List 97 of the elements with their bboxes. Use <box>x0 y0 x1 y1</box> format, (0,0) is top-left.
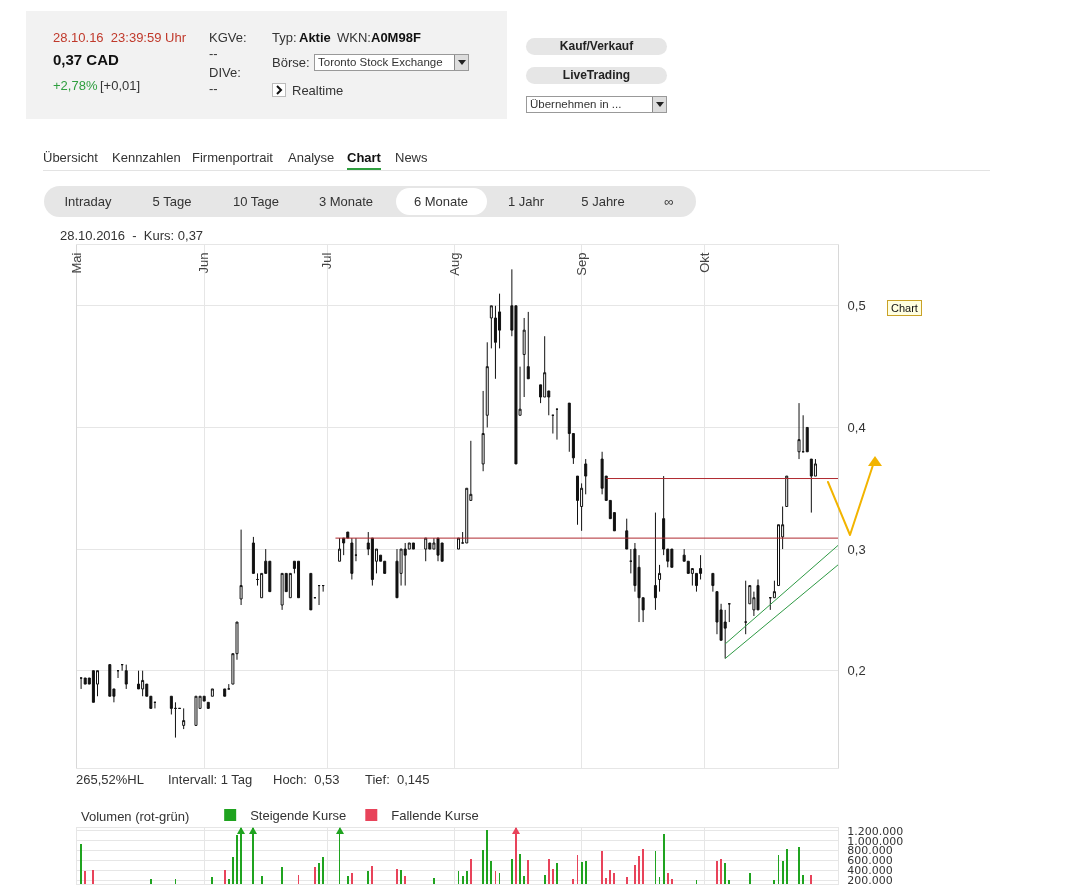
candlestick <box>342 537 346 556</box>
candlestick <box>424 537 428 562</box>
text: Kennzahlen <box>112 150 181 165</box>
candlestick <box>670 548 674 568</box>
text: 5 Tage <box>152 194 192 209</box>
candlestick <box>522 317 526 398</box>
candlestick <box>411 542 415 550</box>
candlestick <box>809 458 813 514</box>
candlestick <box>551 414 555 435</box>
candlestick <box>772 580 776 599</box>
x-tick-label: Jun <box>196 252 212 274</box>
text: 5 Jahre <box>581 194 625 209</box>
candlestick <box>141 670 145 697</box>
candlestick <box>485 341 489 428</box>
text: +2,78% <box>53 78 98 93</box>
text: WKN: <box>337 30 371 45</box>
text: Börse: <box>272 55 310 70</box>
y-tick-label: 0,4 <box>847 419 866 435</box>
candlestick <box>436 537 440 562</box>
candlestick <box>768 597 772 611</box>
y-tick-label: 1.200.000 <box>847 824 904 838</box>
text: 10 Tage <box>232 194 280 209</box>
text: 265,52%HL <box>76 772 144 787</box>
x-tick-label: Jul <box>319 252 335 270</box>
chart-title: 28.10.2016 - Kurs: 0,37 <box>60 228 204 243</box>
text: Typ: <box>272 30 297 45</box>
candlestick <box>79 677 83 690</box>
text: Chart <box>347 150 381 165</box>
candlestick <box>395 548 399 599</box>
text: Tief: 0,145 <box>365 772 430 787</box>
x-tick-label: Okt <box>696 252 712 273</box>
text: LiveTrading <box>526 67 667 84</box>
text: [+0,01] <box>100 78 141 93</box>
candlestick <box>658 564 662 593</box>
candlestick <box>83 677 87 685</box>
x-tick-label: Mai <box>69 252 85 274</box>
text: Analyse <box>288 150 335 165</box>
candlestick <box>251 536 255 574</box>
candlestick <box>309 572 313 611</box>
text: Kauf/Verkauf <box>526 38 667 55</box>
candlestick <box>727 603 731 623</box>
y-tick-label: 0,3 <box>847 541 866 557</box>
legend-label: Fallende Kurse <box>391 808 479 824</box>
text: KGVe: <box>209 30 247 45</box>
candlestick <box>194 695 198 726</box>
candlestick <box>297 560 301 599</box>
candlestick <box>805 426 809 453</box>
candlestick <box>223 688 227 697</box>
candlestick <box>440 542 444 562</box>
text: Toronto Stock Exchange <box>318 55 443 70</box>
x-tick-label: Sep <box>573 252 589 276</box>
candlestick <box>288 572 292 599</box>
text: Übernehmen in ... <box>530 97 622 112</box>
text: 6 Monate <box>413 194 469 209</box>
candlestick <box>797 402 801 460</box>
text: Chart <box>887 300 922 316</box>
text: Realtime <box>292 83 344 98</box>
candlestick <box>91 670 95 703</box>
candlestick <box>403 542 407 587</box>
candlestick <box>182 707 186 730</box>
y-tick-label: 200.000 <box>847 873 893 887</box>
text: Firmenportrait <box>192 150 273 165</box>
candlestick <box>280 572 284 611</box>
text: 3 Monate <box>318 194 374 209</box>
candlestick <box>120 664 124 672</box>
text: 0,37 CAD <box>53 51 119 68</box>
y-tick-label: 0,2 <box>847 663 866 679</box>
text: -- <box>209 46 218 61</box>
candlestick <box>350 537 354 580</box>
candlestick <box>584 458 588 495</box>
text: Übersicht <box>43 150 98 165</box>
text: Hoch: 0,53 <box>273 772 340 787</box>
text: -- <box>209 81 218 96</box>
legend-label: Steigende Kurse <box>250 808 347 824</box>
candlestick <box>653 512 657 611</box>
text: DIVe: <box>209 65 241 80</box>
candlestick <box>785 475 789 507</box>
text: A0M98F <box>371 30 421 45</box>
candlestick <box>210 688 214 697</box>
candlestick <box>481 390 485 472</box>
text: 1 Jahr <box>507 194 545 209</box>
candlestick <box>206 701 210 709</box>
candlestick <box>338 537 342 562</box>
text: Aktie <box>299 30 331 45</box>
candlestick <box>526 311 530 380</box>
text: Intervall: 1 Tag <box>168 772 253 787</box>
chart-title: Volumen (rot-grün) <box>81 808 190 824</box>
text: 28.10.16 23:39:59 Uhr <box>53 30 186 45</box>
text: ∞ <box>664 194 674 209</box>
x-tick-label: Aug <box>446 252 462 276</box>
candlestick <box>124 664 128 690</box>
candlestick <box>744 580 748 635</box>
candlestick <box>457 537 461 550</box>
text: Intraday <box>64 194 112 209</box>
text: News <box>395 150 428 165</box>
candlestick <box>239 529 243 606</box>
y-tick-label: 0,5 <box>847 298 866 314</box>
